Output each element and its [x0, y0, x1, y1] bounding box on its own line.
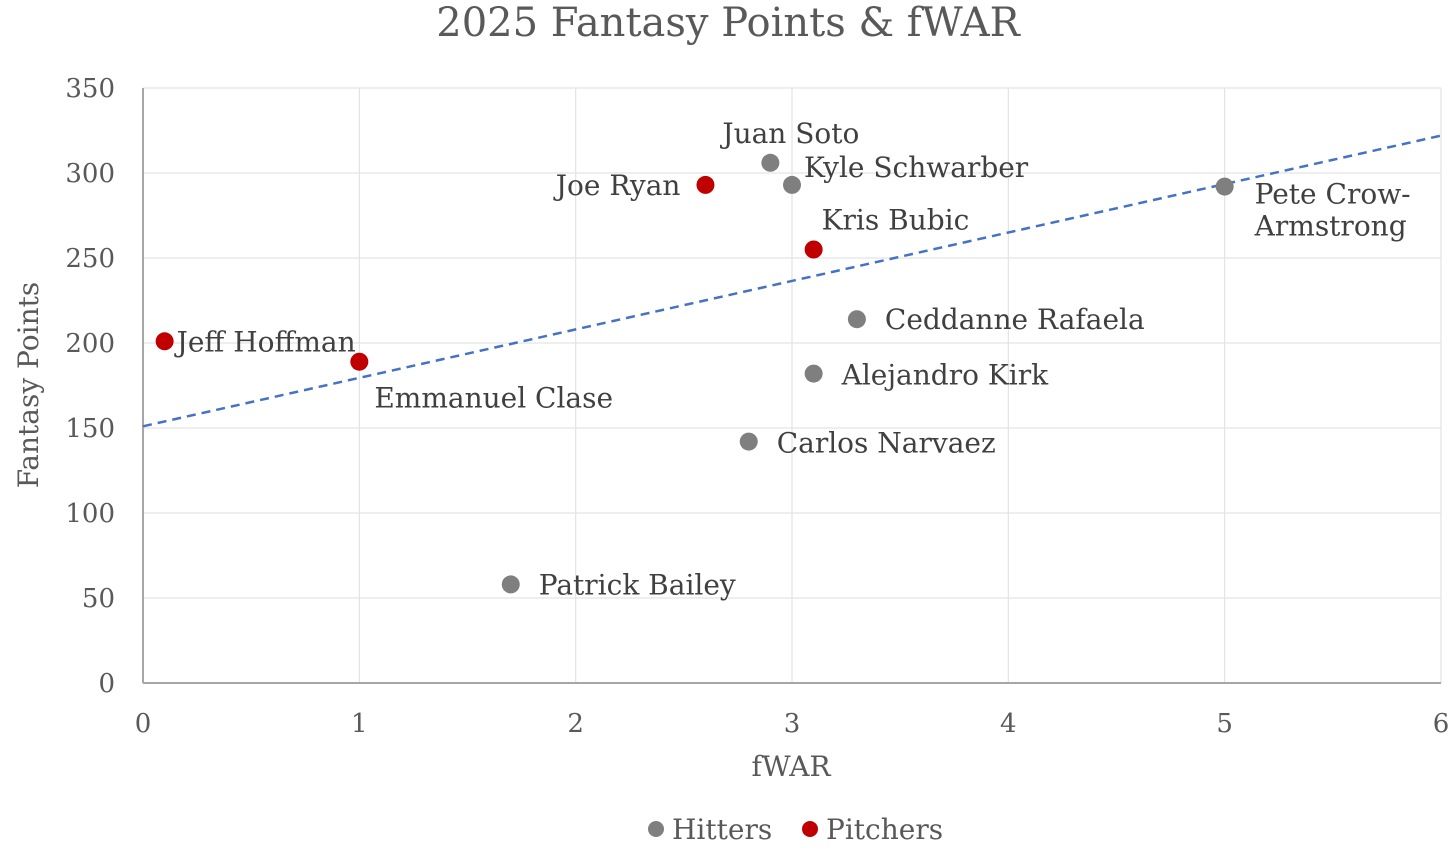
- data-point: [739, 432, 758, 451]
- data-label: Emmanuel Clase: [374, 382, 613, 415]
- data-label: Pete Crow-Armstrong: [1254, 178, 1411, 243]
- legend-label: Hitters: [672, 813, 772, 846]
- trendline: [142, 134, 1442, 428]
- data-point: [783, 175, 801, 194]
- data-point: [1215, 177, 1234, 196]
- x-axis-title: fWAR: [751, 750, 831, 783]
- y-tick-label: 300: [65, 159, 115, 189]
- y-tick-label: 50: [82, 584, 115, 614]
- data-point: [804, 240, 823, 259]
- x-tick-label: 4: [1000, 709, 1017, 739]
- data-label: Jeff Hoffman: [174, 325, 356, 358]
- legend-label: Pitchers: [826, 813, 943, 846]
- data-point: [696, 175, 715, 194]
- data-label: Joe Ryan: [553, 169, 681, 202]
- x-tick-label: 0: [135, 709, 152, 739]
- x-tick-label: 3: [784, 709, 801, 739]
- data-point: [501, 575, 520, 594]
- data-points: [155, 153, 1234, 594]
- trendline-group: [142, 134, 1442, 428]
- legend-marker: [648, 821, 664, 837]
- data-point: [350, 352, 369, 371]
- x-tick-label: 2: [567, 709, 584, 739]
- chart-title: 2025 Fantasy Points & fWAR: [436, 0, 1021, 46]
- data-label: Ceddanne Rafaela: [885, 303, 1145, 336]
- y-tick-label: 350: [65, 74, 115, 104]
- x-tick-label: 6: [1433, 709, 1450, 739]
- y-tick-label: 150: [65, 414, 115, 444]
- y-tick-label: 100: [65, 499, 115, 529]
- data-label: Patrick Bailey: [539, 568, 736, 601]
- data-label: Juan Soto: [719, 117, 859, 150]
- data-label: Carlos Narvaez: [777, 427, 996, 460]
- x-tick-label: 1: [351, 709, 368, 739]
- axes: 0 50 100 150 200 250 300 350 0 1 2 3 4 5 6: [65, 74, 1449, 739]
- data-point: [155, 332, 174, 351]
- data-point: [847, 310, 866, 329]
- x-tick-label: 5: [1216, 709, 1233, 739]
- data-point: [761, 153, 780, 172]
- legend-marker: [802, 821, 818, 837]
- legend: Hitters Pitchers: [648, 813, 943, 846]
- data-label: Kyle Schwarber: [804, 151, 1029, 184]
- data-point: [804, 364, 823, 383]
- y-tick-label: 200: [65, 329, 115, 359]
- y-tick-label: 0: [98, 669, 115, 699]
- data-label: Kris Bubic: [822, 204, 970, 237]
- y-tick-label: 250: [65, 244, 115, 274]
- data-label: Alejandro Kirk: [841, 359, 1049, 392]
- y-axis-title: Fantasy Points: [12, 282, 45, 488]
